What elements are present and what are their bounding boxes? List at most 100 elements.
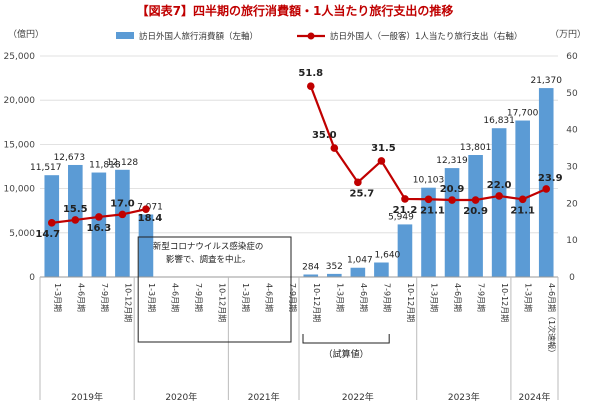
bar bbox=[397, 224, 413, 277]
bar-value-label: 284 bbox=[302, 262, 319, 272]
line-value-label: 21.1 bbox=[510, 205, 535, 216]
left-tick-label: 0 bbox=[29, 273, 35, 283]
line-marker bbox=[471, 196, 480, 204]
covid-note-line1: 新型コロナウイルス感染症の bbox=[153, 241, 264, 252]
bar-value-label: 10,103 bbox=[413, 176, 445, 186]
legend-line-marker bbox=[307, 32, 315, 40]
line-marker bbox=[354, 178, 362, 187]
year-label: 2022年 bbox=[342, 391, 374, 403]
line-value-label: 18.4 bbox=[138, 213, 163, 224]
bar-value-label: 12,319 bbox=[436, 156, 468, 166]
x-tick-label: 10-12月期 bbox=[123, 283, 132, 322]
line-value-label: 35.0 bbox=[312, 130, 337, 141]
x-tick-label: 10-12月期 bbox=[218, 283, 227, 322]
line-marker bbox=[95, 213, 103, 221]
line-value-label: 22.0 bbox=[487, 180, 512, 191]
line-value-label: 16.3 bbox=[87, 223, 112, 234]
bar bbox=[444, 168, 460, 277]
bar-value-label: 12,128 bbox=[107, 158, 139, 168]
right-tick-label: 10 bbox=[566, 236, 578, 246]
line-marker bbox=[424, 195, 433, 204]
x-tick-label: 10-12月期 bbox=[312, 283, 321, 322]
x-tick-label: 1-3月期 bbox=[53, 283, 62, 312]
bar-value-label: 5,949 bbox=[388, 212, 414, 222]
line-value-label: 21.2 bbox=[393, 205, 418, 216]
chart-title: 【図表7】四半期の旅行消費額・1人当たり旅行支出の推移 bbox=[136, 4, 454, 18]
line-marker bbox=[495, 192, 503, 200]
year-label: 2019年 bbox=[71, 391, 103, 403]
bar bbox=[91, 172, 107, 277]
line-marker bbox=[518, 195, 527, 204]
year-label: 2024年 bbox=[519, 391, 551, 403]
line-marker bbox=[377, 157, 386, 165]
line-marker bbox=[142, 205, 150, 214]
line-marker bbox=[448, 196, 456, 204]
bar bbox=[115, 169, 130, 277]
legend-bar-label: 訪日外国人旅行消費額（左軸） bbox=[139, 31, 258, 42]
covid-note-line2: 影響で、調査を中止。 bbox=[166, 254, 251, 265]
legend-bar-swatch bbox=[116, 32, 134, 39]
bar bbox=[421, 187, 436, 277]
x-tick-label: 10-12月期 bbox=[406, 283, 415, 322]
x-tick-label: 4-6月期 bbox=[265, 283, 274, 312]
x-tick-label: 4-6月期 bbox=[171, 283, 180, 312]
bar-value-label: 13,801 bbox=[460, 143, 492, 153]
line-marker bbox=[330, 144, 339, 152]
provisional-label: （試算値） bbox=[324, 348, 369, 360]
x-tick-label: 1-3月期 bbox=[524, 283, 533, 312]
year-label: 2020年 bbox=[165, 391, 197, 403]
line-value-label: 20.9 bbox=[463, 206, 488, 217]
right-tick-label: 30 bbox=[566, 163, 578, 173]
left-tick-label: 20,000 bbox=[4, 96, 36, 106]
x-tick-label: 1-3月期 bbox=[335, 283, 344, 312]
bar-value-label: 352 bbox=[326, 262, 343, 272]
line-value-label: 21.1 bbox=[420, 205, 445, 216]
bar bbox=[303, 274, 319, 277]
right-axis-unit: （万円） bbox=[550, 29, 586, 40]
bar bbox=[138, 214, 154, 277]
bar-value-label: 11,517 bbox=[30, 163, 62, 173]
x-tick-label: 1-3月期 bbox=[241, 283, 250, 312]
x-tick-label: 7-9月期 bbox=[382, 283, 391, 312]
line-value-label: 20.9 bbox=[440, 184, 465, 195]
x-tick-label: 1-3月期 bbox=[430, 283, 439, 312]
covid-note-box bbox=[137, 236, 292, 343]
bar-value-label: 7,071 bbox=[137, 202, 163, 212]
left-axis-unit: （億円） bbox=[8, 28, 44, 40]
right-tick-label: 40 bbox=[566, 126, 578, 136]
bar bbox=[468, 154, 483, 277]
x-tick-label: 7-9月期 bbox=[477, 283, 486, 312]
bar-value-label: 1,640 bbox=[375, 251, 401, 261]
right-tick-label: 20 bbox=[566, 199, 578, 209]
x-tick-label: 7-9月期 bbox=[100, 283, 109, 312]
x-tick-label: 4-6月期 bbox=[453, 283, 462, 312]
left-tick-label: 10,000 bbox=[4, 185, 36, 195]
line-marker bbox=[71, 216, 80, 224]
covid-note-bg bbox=[154, 238, 265, 266]
line-marker bbox=[47, 219, 56, 227]
bar bbox=[350, 267, 366, 277]
bar-value-label: 16,831 bbox=[483, 116, 515, 126]
x-tick-label: 1-3月期 bbox=[147, 283, 156, 312]
line-marker bbox=[542, 185, 551, 193]
provisional-bracket bbox=[302, 334, 390, 344]
line-value-label: 15.5 bbox=[63, 204, 88, 215]
right-tick-label: 60 bbox=[566, 52, 578, 62]
line-value-label: 23.9 bbox=[538, 173, 563, 184]
bar bbox=[374, 262, 389, 277]
year-label: 2021年 bbox=[248, 391, 280, 403]
bar bbox=[327, 273, 342, 277]
bar-value-label: 1,047 bbox=[347, 256, 373, 266]
year-label: 2023年 bbox=[448, 391, 480, 403]
line-marker bbox=[306, 82, 315, 91]
bar-value-label: 17,700 bbox=[507, 109, 539, 119]
left-tick-label: 5,000 bbox=[9, 229, 35, 239]
bar-value-label: 12,673 bbox=[54, 153, 86, 163]
legend-line-label: 訪日外国人（一般客）1人当たり旅行支出（右軸） bbox=[330, 31, 522, 42]
left-tick-label: 15,000 bbox=[4, 140, 36, 150]
bar bbox=[538, 88, 554, 277]
line-value-label: 51.8 bbox=[298, 68, 323, 79]
x-tick-label: 4-6月期 bbox=[359, 283, 368, 312]
